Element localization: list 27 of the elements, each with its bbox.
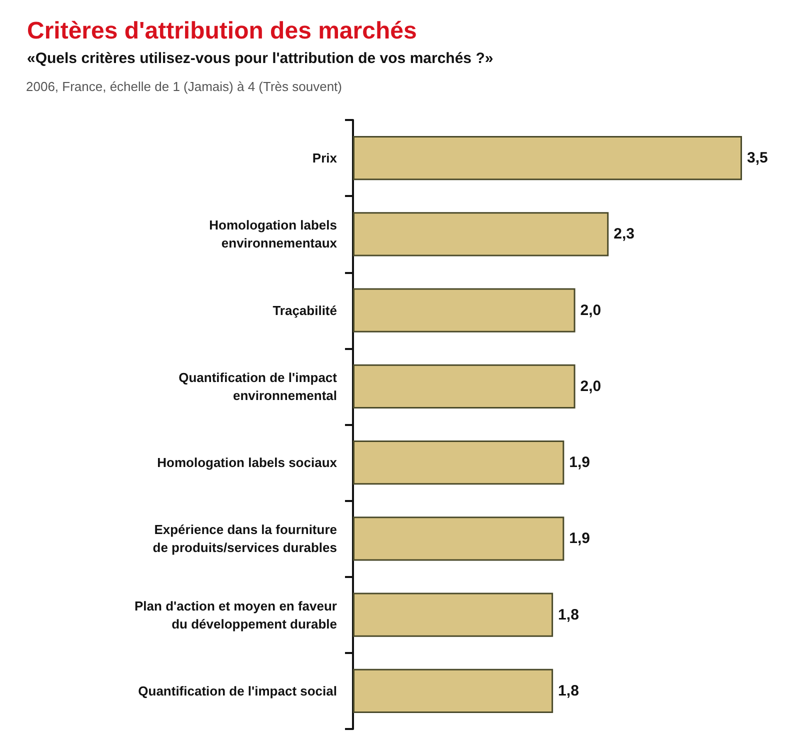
bar	[353, 592, 554, 637]
y-tick-label: Quantification de l'impact social	[138, 683, 337, 698]
bar	[353, 212, 609, 256]
y-tick-label: Prix	[312, 150, 338, 166]
data-label: 1,8	[558, 606, 579, 624]
bar	[353, 516, 564, 561]
data-label: 1,9	[569, 454, 590, 472]
data-label: 2,0	[580, 302, 602, 319]
data-label: 2,3	[614, 226, 634, 243]
text: 2006, France, échelle de 1 (Jamais) à 4 (Très souvent)	[26, 79, 342, 94]
bar	[353, 136, 742, 180]
data-label: 1,8	[558, 682, 579, 700]
y-tick-label: Homologation labels sociaux	[157, 455, 338, 470]
bar	[353, 440, 564, 485]
data-label: 1,9	[569, 530, 590, 548]
data-label: 2,0	[580, 378, 602, 395]
chart-subtitle: «Quels critères utilisez-vous pour l'attribution de vos marchés ?»	[27, 50, 494, 67]
bar	[353, 668, 554, 714]
y-tick-label: Quantification de l'impact environnemental	[178, 370, 338, 403]
y-tick-label: Homologation labels environnementaux	[209, 218, 338, 251]
bar	[353, 288, 576, 332]
y-tick-label: Plan d'action et moyen en faveur du développement durable	[134, 598, 337, 632]
data-label: 3,5	[747, 150, 768, 167]
bar	[353, 364, 576, 409]
y-tick-label: Traçabilité	[272, 302, 337, 318]
chart-title: Critères d'attribution des marchés	[27, 18, 417, 44]
y-tick-label: Expérience dans la fourniture de produits/services durables	[152, 522, 337, 556]
